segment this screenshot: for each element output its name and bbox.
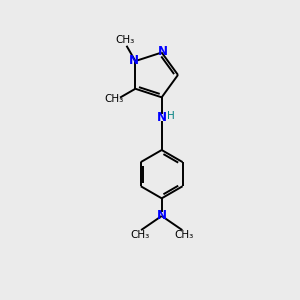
Text: CH₃: CH₃ xyxy=(116,35,135,46)
Text: CH₃: CH₃ xyxy=(130,230,149,240)
Text: N: N xyxy=(157,209,167,223)
Text: N: N xyxy=(158,45,168,58)
Text: N: N xyxy=(129,54,139,67)
Text: CH₃: CH₃ xyxy=(104,94,123,104)
Text: CH₃: CH₃ xyxy=(174,230,194,240)
Text: H: H xyxy=(167,111,175,121)
Text: N: N xyxy=(157,111,167,124)
